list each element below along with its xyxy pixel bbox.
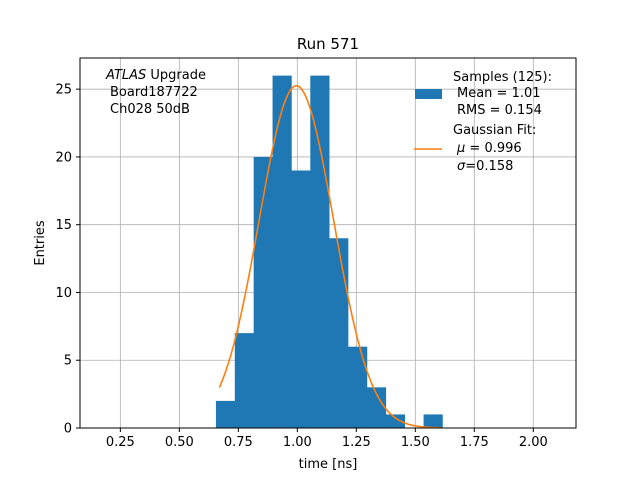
- histogram-bar: [272, 75, 292, 428]
- histogram-bar: [385, 414, 405, 428]
- y-tick-label: 5: [64, 354, 72, 369]
- experiment-annotation: ATLAS Upgrade Board187722 Ch028 50dB: [105, 68, 206, 117]
- legend-samples-title: Samples (125):: [453, 70, 552, 85]
- legend-samples-rms: RMS = 0.154: [457, 103, 542, 118]
- legend-fit-mu-symbol: μ: [456, 141, 465, 156]
- legend-fit-sigma-value: =0.158: [465, 159, 513, 174]
- histogram-bar: [366, 387, 387, 428]
- legend-histogram-swatch: [415, 89, 442, 99]
- x-tick-label: 2.00: [519, 435, 548, 450]
- y-tick-label: 20: [55, 150, 72, 165]
- histogram-bar: [329, 238, 349, 428]
- annotation-experiment: ATLAS: [105, 68, 146, 83]
- x-axis-label: time [ns]: [299, 457, 358, 472]
- x-tick-label: 1.25: [342, 435, 371, 450]
- legend-fit-title: Gaussian Fit:: [453, 123, 536, 138]
- y-tick-label: 0: [64, 422, 72, 437]
- histogram-bar: [423, 414, 443, 428]
- legend: Samples (125): Mean = 1.01 RMS = 0.154 G…: [414, 70, 552, 174]
- svg-text:μ = 0.996: μ = 0.996: [456, 141, 522, 156]
- x-tick-label: 1.50: [401, 435, 430, 450]
- svg-text:ATLAS Upgrade: ATLAS Upgrade: [105, 68, 206, 83]
- histogram-bar: [310, 75, 330, 428]
- y-tick-label: 10: [55, 286, 72, 301]
- gaussian-fit-layer: [218, 85, 442, 429]
- annotation-board: Board187722: [110, 85, 198, 100]
- chart-title: Run 571: [297, 35, 359, 53]
- histogram-bar: [291, 170, 311, 428]
- histogram-bar: [215, 400, 236, 428]
- x-axis-ticks: 0.25 0.50 0.75 1.00 1.25 1.50 1.75 2.00: [106, 428, 548, 450]
- legend-fit-mu-value: = 0.996: [465, 141, 521, 156]
- x-tick-label: 1.75: [460, 435, 489, 450]
- legend-samples-mean: Mean = 1.01: [457, 86, 541, 101]
- y-tick-label: 15: [55, 218, 72, 233]
- annotation-upgrade: Upgrade: [146, 68, 206, 83]
- plot-frame: [79, 57, 577, 429]
- legend-fit-sigma-symbol: σ: [457, 159, 466, 174]
- y-axis-ticks: 0 5 10 15 20 25: [55, 83, 80, 437]
- annotation-channel: Ch028 50dB: [110, 102, 190, 117]
- x-tick-label: 0.75: [224, 435, 253, 450]
- gaussian-fit-curve: [218, 85, 442, 429]
- histogram-bar: [348, 346, 368, 428]
- y-axis-label: Entries: [33, 220, 48, 266]
- histogram-bar: [234, 333, 254, 428]
- x-tick-label: 0.25: [106, 435, 135, 450]
- x-tick-label: 0.50: [165, 435, 194, 450]
- svg-text:σ=0.158: σ=0.158: [457, 159, 513, 174]
- y-tick-label: 25: [55, 83, 72, 98]
- histogram-bars: [215, 75, 443, 428]
- x-tick-label: 1.00: [283, 435, 312, 450]
